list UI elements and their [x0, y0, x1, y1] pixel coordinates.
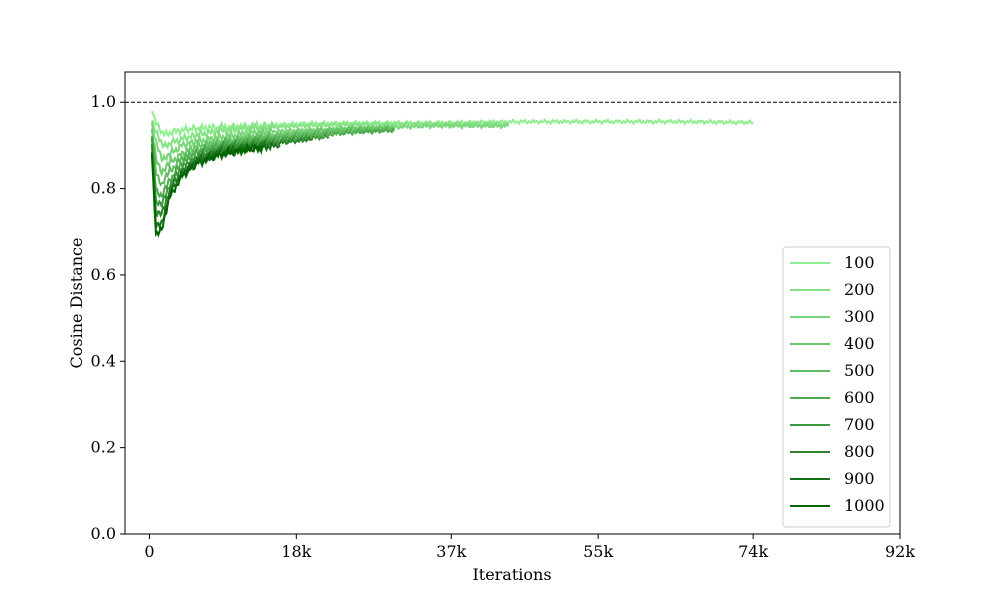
y-tick-label: 1.0	[91, 92, 116, 111]
series-line-200	[151, 119, 509, 150]
y-axis-title: Cosine Distance	[67, 238, 86, 369]
x-tick-label: 74k	[738, 542, 768, 561]
legend-label-900: 900	[844, 469, 875, 488]
legend-label-200: 200	[844, 280, 875, 299]
y-tick-label: 0.4	[91, 351, 116, 370]
legend: 100 200 300 400 500 600 700 800 900 1000	[782, 246, 891, 528]
legend-label-600: 600	[844, 388, 875, 407]
series-lines	[150, 110, 754, 238]
x-axis-title: Iterations	[472, 565, 551, 584]
x-tick-label: 0	[144, 542, 154, 561]
y-tick-label: 0.6	[91, 265, 116, 284]
y-tick-label: 0.0	[91, 524, 116, 543]
y-tick-label: 0.8	[91, 179, 116, 198]
y-axis: 0.0 0.2 0.4 0.6 0.8 1.0	[91, 92, 125, 543]
series-line-300	[150, 121, 510, 163]
series-line-1000	[150, 142, 265, 238]
x-axis: 0 18k 37k 55k 74k 92k	[144, 534, 915, 561]
plot-frame	[124, 71, 901, 535]
x-tick-label: 55k	[583, 542, 613, 561]
legend-label-700: 700	[844, 415, 875, 434]
x-tick-label: 37k	[436, 542, 466, 561]
legend-label-800: 800	[844, 442, 875, 461]
legend-label-100: 100	[844, 253, 875, 272]
legend-label-400: 400	[844, 334, 875, 353]
x-tick-label: 18k	[281, 542, 311, 561]
legend-label-300: 300	[844, 307, 875, 326]
y-tick-label: 0.2	[91, 438, 116, 457]
x-tick-label: 92k	[885, 542, 915, 561]
series-line-400	[150, 123, 395, 178]
legend-label-500: 500	[844, 361, 875, 380]
legend-label-1000: 1000	[844, 496, 885, 515]
